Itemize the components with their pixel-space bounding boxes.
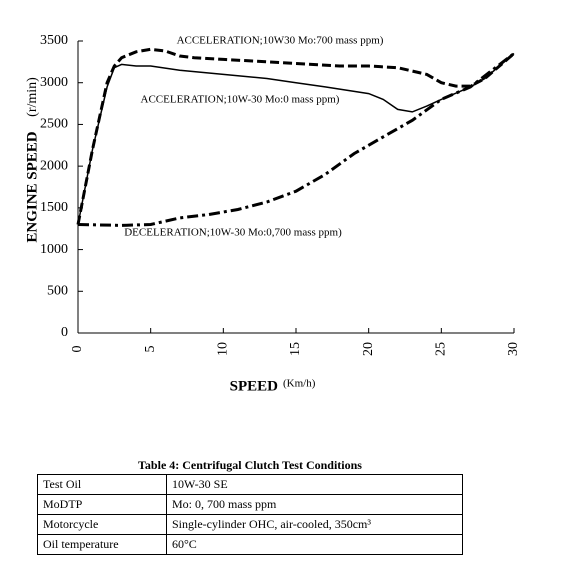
x-tick-label: 10 (216, 342, 231, 356)
table-cell: Oil temperature (37, 534, 167, 555)
x-tick-label: 15 (288, 342, 303, 356)
y-tick-label: 2000 (40, 158, 68, 173)
y-tick-label: 0 (61, 325, 68, 340)
table-row: Oil temperature 60°C (37, 534, 463, 555)
table-cell: Single-cylinder OHC, air-cooled, 350cm³ (166, 514, 463, 535)
y-tick-label: 2500 (40, 117, 68, 132)
series-line (77, 52, 515, 227)
x-axis-unit: (Km/h) (283, 378, 316, 390)
y-axis-unit: (r/min) (25, 77, 40, 117)
table: Test Oil 10W-30 SE MoDTP Mo: 0, 700 mass pp… (37, 474, 463, 555)
x-tick-label: 25 (434, 342, 449, 356)
table-row: MoDTP Mo: 0, 700 mass ppm (37, 494, 463, 515)
table-cell: MoDTP (37, 494, 167, 515)
table-cell: Test Oil (37, 474, 167, 495)
table-row: Motorcycle Single-cylinder OHC, air-coole… (37, 514, 463, 535)
y-tick-label: 3000 (40, 75, 68, 90)
x-tick-label: 0 (70, 346, 85, 353)
y-axis-label: ENGINE SPEED (24, 131, 40, 242)
x-tick-label: 30 (506, 342, 521, 356)
y-tick-label: 500 (47, 284, 68, 299)
series-line (76, 47, 515, 225)
series-line (77, 52, 515, 225)
table-cell: 60°C (166, 534, 463, 555)
chart: ENGINE SPEED (r/min) SPEED (Km/h) 0 500 10… (24, 33, 521, 394)
y-tick-label: 1500 (40, 200, 68, 215)
x-axis-label: SPEED (230, 378, 279, 394)
table-title: Table 4: Centrifugal Clutch Test Conditi… (138, 458, 362, 472)
y-tick-label: 3500 (40, 33, 68, 48)
series-label: DECELERATION;10W-30 Mo:0,700 mass ppm) (124, 227, 342, 239)
series-label: ACCELERATION;10W30 Mo:700 mass ppm) (177, 35, 384, 47)
x-tick-label: 20 (361, 342, 376, 356)
table-cell: Mo: 0, 700 mass ppm (166, 494, 463, 515)
table-row: Test Oil 10W-30 SE (37, 474, 463, 495)
series-label: ACCELERATION;10W-30 Mo:0 mass ppm) (141, 94, 340, 106)
x-tick-label: 5 (143, 346, 158, 353)
table-cell: 10W-30 SE (166, 474, 463, 495)
y-tick-label: 1000 (40, 242, 68, 257)
table-cell: Motorcycle (37, 514, 167, 535)
